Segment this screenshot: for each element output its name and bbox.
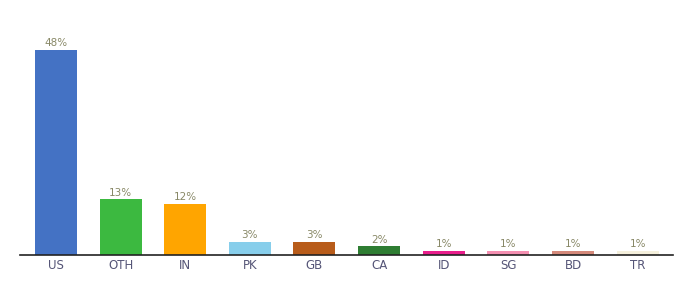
Bar [488, 251, 530, 255]
Bar [164, 204, 206, 255]
Text: 3%: 3% [306, 230, 323, 241]
Text: 13%: 13% [109, 188, 132, 198]
Bar [552, 251, 594, 255]
Bar [99, 200, 141, 255]
Text: 1%: 1% [630, 239, 646, 249]
Text: 1%: 1% [500, 239, 517, 249]
Bar [229, 242, 271, 255]
Text: 1%: 1% [435, 239, 452, 249]
Bar [358, 246, 400, 255]
Text: 2%: 2% [371, 235, 388, 245]
Text: 12%: 12% [173, 192, 197, 202]
Bar [617, 251, 659, 255]
Bar [423, 251, 464, 255]
Text: 3%: 3% [241, 230, 258, 241]
Bar [35, 50, 77, 255]
Text: 48%: 48% [44, 38, 67, 48]
Text: 1%: 1% [565, 239, 581, 249]
Bar [294, 242, 335, 255]
